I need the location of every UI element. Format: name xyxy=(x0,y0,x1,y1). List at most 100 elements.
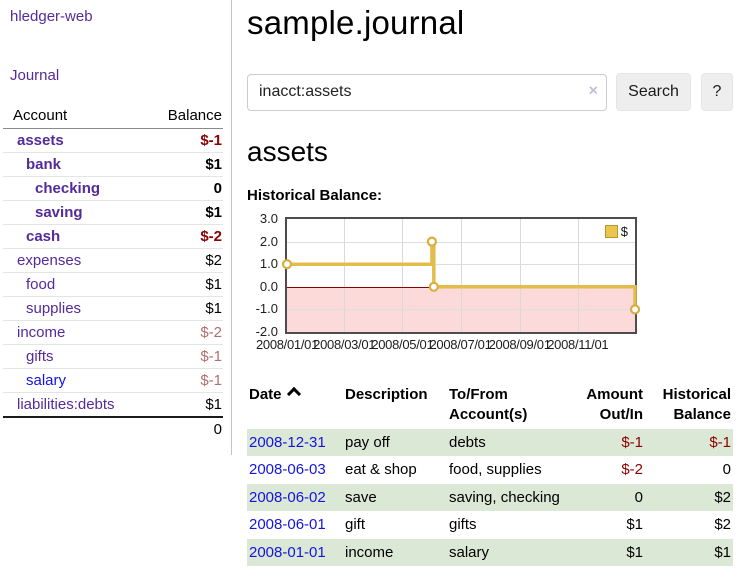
transaction-description: pay off xyxy=(345,433,390,451)
journal-nav-link[interactable]: Journal xyxy=(10,67,60,84)
account-link-income[interactable]: income xyxy=(17,324,66,341)
transaction-date-link[interactable]: 2008-12-31 xyxy=(249,433,326,451)
clear-search-icon[interactable]: × xyxy=(588,82,598,100)
register-header-date[interactable]: Date xyxy=(247,382,343,429)
register-table: Date Description To/From Account(s) Amou… xyxy=(247,382,733,566)
transaction-accounts: debts xyxy=(449,433,486,451)
register-header-description: Description xyxy=(345,386,428,403)
y-tick-label: -1.0 xyxy=(255,301,278,317)
transaction-balance: $2 xyxy=(714,516,731,533)
account-heading: assets xyxy=(247,136,328,167)
y-tick-label: 3.0 xyxy=(259,211,278,226)
data-point-marker xyxy=(428,281,439,292)
legend-label: $ xyxy=(620,224,628,239)
register-row[interactable]: 2008-06-01 gift gifts $1 $2 xyxy=(247,511,733,539)
register-row[interactable]: 2008-06-02 save saving, checking 0 $2 xyxy=(247,483,733,511)
x-tick-label: 2008/09/01 xyxy=(488,337,551,352)
account-balance: $1 xyxy=(141,392,223,418)
transaction-accounts: salary xyxy=(449,543,490,561)
account-row: bank $1 xyxy=(3,152,223,177)
app-title-link[interactable]: hledger-web xyxy=(10,8,93,25)
account-balance: $1 xyxy=(141,272,223,297)
search-button[interactable]: Search xyxy=(616,73,691,111)
transaction-description: save xyxy=(345,488,377,506)
transaction-description: eat & shop xyxy=(345,461,417,478)
account-row: expenses $2 xyxy=(3,248,223,273)
x-tick-label: 2008/07/01 xyxy=(429,337,492,352)
accounts-header-balance: Balance xyxy=(141,104,223,129)
y-gridline xyxy=(287,309,635,311)
transaction-accounts: food, supplies xyxy=(449,461,542,478)
x-gridline xyxy=(577,219,579,332)
transaction-amount: $-2 xyxy=(621,461,643,478)
account-link-expenses[interactable]: expenses xyxy=(17,252,82,269)
transaction-amount: $1 xyxy=(626,516,643,533)
account-row: saving $1 xyxy=(3,200,223,225)
transaction-amount: $1 xyxy=(626,543,643,561)
account-balance: $-2 xyxy=(141,320,223,345)
legend-swatch xyxy=(604,225,618,238)
accounts-header-row: Account Balance xyxy=(3,104,223,129)
x-tick-label: 2008/11/01 xyxy=(547,337,609,352)
account-link-cash[interactable]: cash xyxy=(26,228,61,245)
register-row[interactable]: 2008-01-01 income salary $1 $1 xyxy=(247,538,733,566)
account-link-assets[interactable]: assets xyxy=(17,132,64,149)
register-header-accounts: To/From Account(s) xyxy=(449,386,528,424)
register-row[interactable]: 2008-06-03 eat & shop food, supplies $-2 0 xyxy=(247,456,733,484)
y-gridline xyxy=(287,264,635,266)
transaction-accounts: gifts xyxy=(449,516,477,533)
chart-legend: $ xyxy=(602,223,630,240)
x-gridline xyxy=(402,219,404,332)
data-point-marker xyxy=(629,304,641,315)
account-balance: $-2 xyxy=(141,224,223,249)
search-input-wrap: × xyxy=(247,73,607,111)
account-balance: $-1 xyxy=(141,368,223,393)
account-link-saving[interactable]: saving xyxy=(35,204,83,221)
transaction-amount: 0 xyxy=(634,488,643,506)
search-input[interactable] xyxy=(247,73,607,111)
register-row[interactable]: 2008-12-31 pay off debts $-1 $-1 xyxy=(247,428,733,456)
transaction-balance: $2 xyxy=(714,488,731,506)
account-balance: $1 xyxy=(141,296,223,321)
x-gridline xyxy=(460,219,462,332)
help-button[interactable]: ? xyxy=(701,73,733,111)
transaction-date-link[interactable]: 2008-06-01 xyxy=(249,516,326,533)
page-title: sample.journal xyxy=(247,4,465,41)
y-tick-label: -2.0 xyxy=(255,324,278,339)
transaction-date-link[interactable]: 2008-01-01 xyxy=(249,543,326,561)
account-row: food $1 xyxy=(3,272,223,297)
account-link-gifts[interactable]: gifts xyxy=(26,348,54,365)
register-header-balance: Historical Balance xyxy=(662,386,731,424)
account-balance: 0 xyxy=(141,176,223,201)
account-link-supplies[interactable]: supplies xyxy=(26,300,82,317)
account-row: liabilities:debts $1 xyxy=(3,392,223,418)
historical-balance-chart: $ 2008/01/01 2008/03/01 2008/05/01 2008/07/… xyxy=(247,211,734,356)
x-gridline xyxy=(344,219,346,332)
transaction-date-link[interactable]: 2008-06-02 xyxy=(249,488,326,506)
chart-plot-area: $ xyxy=(281,217,641,334)
account-row: cash $-2 xyxy=(3,224,223,249)
y-tick-label: 1.0 xyxy=(259,256,278,272)
sort-ascending-icon xyxy=(286,386,301,402)
account-balance: $-1 xyxy=(141,128,223,153)
account-row: supplies $1 xyxy=(3,296,223,321)
account-link-salary[interactable]: salary xyxy=(26,372,67,389)
transaction-amount: $-1 xyxy=(621,433,643,451)
account-link-food[interactable]: food xyxy=(26,276,56,293)
account-link-bank[interactable]: bank xyxy=(26,156,62,173)
account-link-liabilities-debts[interactable]: liabilities:debts xyxy=(17,396,115,413)
data-point-marker xyxy=(426,236,438,247)
accounts-total-row: 0 xyxy=(3,416,223,441)
account-balance: $1 xyxy=(141,200,223,225)
data-point-marker xyxy=(281,259,293,270)
chart-title: Historical Balance: xyxy=(247,187,383,204)
account-balance: $1 xyxy=(141,152,223,177)
x-tick-label: 2008/05/01 xyxy=(371,337,434,352)
hledger-web-app: hledger-web Journal Account Balance asse… xyxy=(3,0,734,566)
account-link-checking[interactable]: checking xyxy=(35,180,101,197)
transaction-date-link[interactable]: 2008-06-03 xyxy=(249,461,326,478)
register-header-amount: Amount Out/In xyxy=(586,386,643,424)
account-row: gifts $-1 xyxy=(3,344,223,369)
y-gridline xyxy=(287,241,635,243)
account-row: checking 0 xyxy=(3,176,223,201)
